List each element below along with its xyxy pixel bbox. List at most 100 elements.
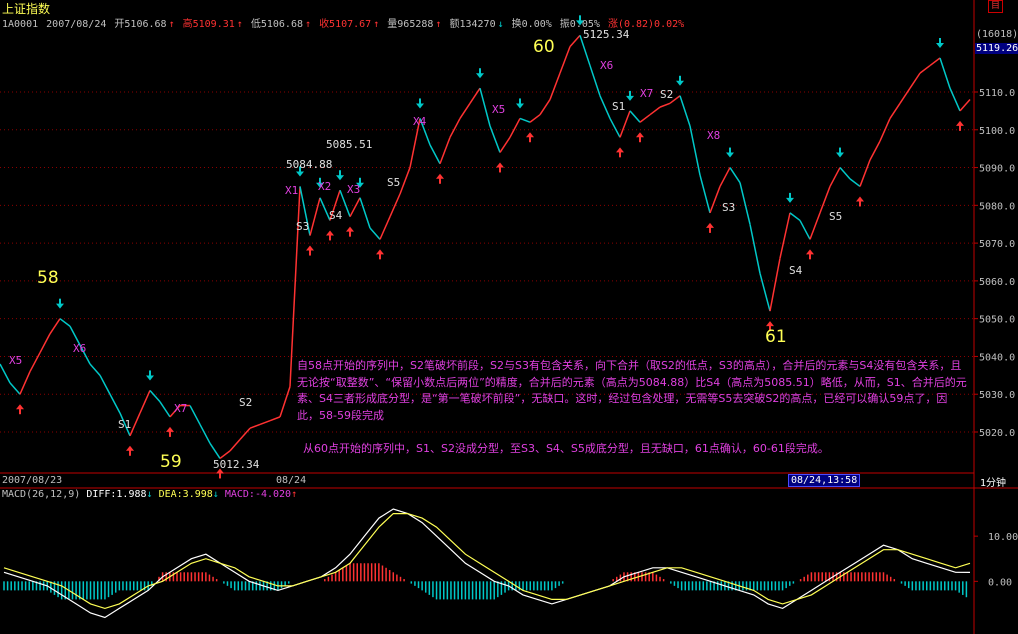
stroke-label: S5 [387, 176, 400, 189]
price-segment [249, 423, 261, 429]
up-arrow-icon [496, 162, 504, 168]
price-segment [219, 450, 231, 460]
price-segment [729, 167, 741, 184]
analysis-note-2: 从60点开始的序列中，S1、S2没成分型，至S3、S4、S5成底分型，且无缺口，… [303, 442, 829, 455]
price-segment [769, 258, 781, 312]
price-segment [479, 88, 491, 127]
price-segment [429, 144, 441, 165]
point-label: 58 [37, 268, 59, 288]
price-segment [559, 46, 571, 74]
up-arrow-icon: ↑ [305, 19, 312, 30]
stroke-label: S2 [239, 396, 252, 409]
up-arrow-icon [306, 245, 314, 251]
price-segment [919, 64, 931, 74]
price-segment [29, 352, 41, 372]
price-segment [849, 178, 861, 188]
stroke-label: X7 [174, 402, 187, 415]
price-tick-label: 5040.0 [979, 352, 1015, 363]
price-segment [909, 72, 921, 89]
price-segment [789, 212, 801, 222]
price-segment [489, 125, 501, 153]
price-segment [269, 416, 281, 422]
stroke-label: X5 [9, 354, 22, 367]
price-label: 5125.34 [583, 28, 630, 41]
up-arrow-icon [216, 468, 224, 474]
current-price-tag: 5119.26 [975, 43, 1018, 54]
price-segment [589, 65, 601, 97]
down-arrow-icon [836, 152, 844, 158]
down-arrow-icon [726, 152, 734, 158]
price-segment [699, 174, 711, 214]
point-label: 59 [160, 452, 182, 472]
price-segment [829, 167, 841, 187]
stroke-label: X1 [285, 184, 298, 197]
price-segment [749, 224, 761, 274]
volume: 量965288 [387, 19, 434, 30]
down-arrow-icon: ↓ [497, 19, 504, 30]
down-arrow-icon [516, 103, 524, 109]
time-axis-left-date: 2007/08/23 [2, 475, 63, 486]
macd-header: MACD(26,12,9) DIFF:1.988↓ DEA:3.998↓ MAC… [2, 489, 297, 500]
price-segment [359, 197, 371, 229]
stroke-label: S3 [722, 201, 735, 214]
price-segment [169, 405, 181, 418]
up-arrow-icon [856, 196, 864, 202]
price-segment [119, 412, 131, 437]
macd-lines [3, 508, 971, 619]
stroke-label: X5 [492, 103, 505, 116]
price-segment [629, 110, 641, 123]
up-arrow-icon [616, 147, 624, 153]
price-segment [239, 427, 251, 441]
price-segment [369, 227, 381, 240]
stroke-label: S5 [829, 210, 842, 223]
price-segment [9, 382, 21, 395]
down-arrow-icon [56, 303, 64, 309]
amount: 额134270 [449, 19, 496, 30]
price-segment [319, 197, 331, 221]
close-icon[interactable]: 目 [988, 0, 1003, 13]
macd-axis-ticks: 10.00 0.00 [974, 532, 1018, 588]
price-segment [839, 167, 851, 180]
price-segment [409, 118, 421, 168]
stroke-label: S4 [789, 264, 803, 277]
quote-date: 2007/08/24 [46, 19, 107, 30]
price-segment [299, 186, 311, 236]
price-segment [449, 118, 461, 138]
price-segment [309, 197, 321, 236]
up-arrow-icon: ↑ [168, 19, 175, 30]
down-arrow-icon [476, 73, 484, 79]
price-segment [129, 412, 141, 437]
down-arrow-icon [146, 375, 154, 381]
price-tick-label: 5050.0 [979, 315, 1015, 326]
down-arrow-icon [336, 175, 344, 181]
price-segment [959, 99, 971, 112]
turnover: 换0.00% [511, 19, 552, 30]
price-segment [709, 186, 721, 214]
price-segment [159, 401, 171, 418]
down-arrow-icon [936, 43, 944, 48]
stroke-label: X6 [600, 59, 613, 72]
price-segment [459, 102, 471, 119]
price-segment [949, 87, 961, 112]
price-segment [819, 186, 831, 214]
period-selector[interactable]: 1分钟 [980, 478, 1007, 489]
up-arrow-icon [436, 173, 444, 179]
price-segment [539, 99, 551, 116]
stroke-label: X7 [640, 87, 653, 100]
up-arrow-icon [956, 120, 964, 126]
down-arrow-icon [576, 20, 584, 26]
price-segment [639, 114, 651, 123]
dea-line [3, 513, 971, 610]
price-segment [619, 110, 631, 138]
down-arrow-icon [356, 182, 364, 188]
up-arrow-icon [166, 426, 174, 432]
price-segment [689, 125, 701, 176]
stroke-label: S1 [612, 100, 625, 113]
price-segment [349, 197, 361, 218]
price-axis-ticks: 5110.0 5100.0 5090.0 5080.0 5070.0 5060.0 5050… [974, 88, 1015, 439]
fractal-markers [16, 15, 964, 479]
down-arrow-icon [786, 197, 794, 203]
diff-line [3, 508, 971, 619]
price-tick-label: 5100.0 [979, 126, 1015, 137]
